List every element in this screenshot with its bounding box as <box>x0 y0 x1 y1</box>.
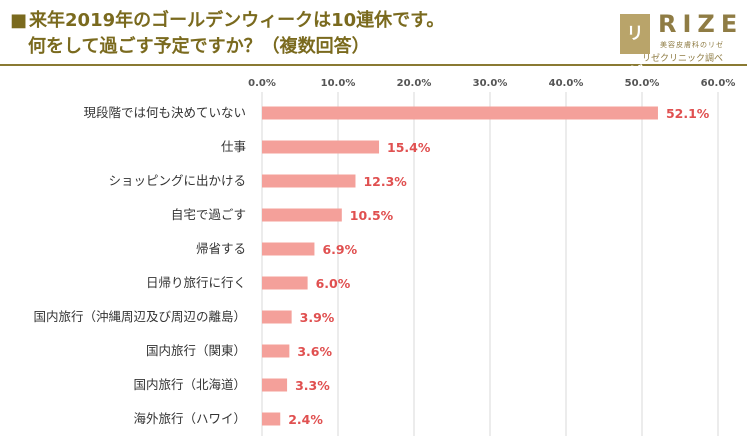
header-divider <box>0 64 747 66</box>
category-label: 自宅で過ごす <box>171 207 246 222</box>
title-marker: ■ <box>10 10 28 31</box>
logo-subtitle: 美容皮膚科のリゼ <box>660 41 724 49</box>
category-label: 国内旅行（関東） <box>146 343 246 358</box>
bar <box>262 174 356 188</box>
bar <box>262 310 292 324</box>
data-label: 3.3% <box>295 378 330 393</box>
rize-logo: リゼ RIZE 美容皮膚科のリゼ リゼクリニック調べ <box>620 8 744 84</box>
category-label: 現段階では何も決めていない <box>83 105 246 120</box>
category-label: 帰省する <box>196 241 246 256</box>
bar <box>262 208 342 222</box>
data-label: 3.9% <box>300 310 335 325</box>
x-tick-label: 20.0% <box>397 78 432 89</box>
x-tick-label: 50.0% <box>625 78 660 89</box>
x-tick-label: 10.0% <box>321 78 356 89</box>
data-label: 6.0% <box>316 276 351 291</box>
category-label: 国内旅行（沖縄周辺及び周辺の離島） <box>33 309 246 324</box>
data-label: 3.6% <box>297 344 332 359</box>
category-label: 国内旅行（北海道） <box>133 377 246 392</box>
bar <box>262 242 315 256</box>
bar <box>262 140 380 154</box>
x-tick-label: 30.0% <box>473 78 508 89</box>
title-text-1: 来年2019年のゴールデンウィークは10連休です。 <box>29 10 445 31</box>
logo-mark: リゼ <box>620 14 650 84</box>
data-label: 6.9% <box>322 242 357 257</box>
x-tick-label: 0.0% <box>248 78 276 89</box>
logo-source: リゼクリニック調べ <box>642 54 724 64</box>
x-tick-label: 60.0% <box>701 78 736 89</box>
bar <box>262 378 288 392</box>
category-label: 日帰り旅行に行く <box>146 275 246 290</box>
bar <box>262 106 658 120</box>
category-label: 海外旅行（ハワイ） <box>133 411 246 426</box>
bar <box>262 412 281 426</box>
data-label: 2.4% <box>288 412 323 427</box>
chart-title-line2: 何をして過ごす予定ですか？（複数回答） <box>28 36 370 57</box>
data-label: 10.5% <box>350 208 394 223</box>
category-label: 仕事 <box>221 139 246 154</box>
bar <box>262 344 290 358</box>
chart-header: ■ 来年2019年のゴールデンウィークは10連休です。 何をして過ごす予定ですか？… <box>0 0 747 84</box>
data-label: 15.4% <box>387 140 431 155</box>
bar <box>262 276 308 290</box>
logo-wordmark: RIZE <box>658 10 744 38</box>
category-label: ショッピングに出かける <box>108 173 246 188</box>
data-label: 52.1% <box>666 106 710 121</box>
chart-title-line1: ■ 来年2019年のゴールデンウィークは10連休です。 <box>10 6 444 32</box>
x-tick-label: 40.0% <box>549 78 584 89</box>
data-label: 12.3% <box>363 174 407 189</box>
